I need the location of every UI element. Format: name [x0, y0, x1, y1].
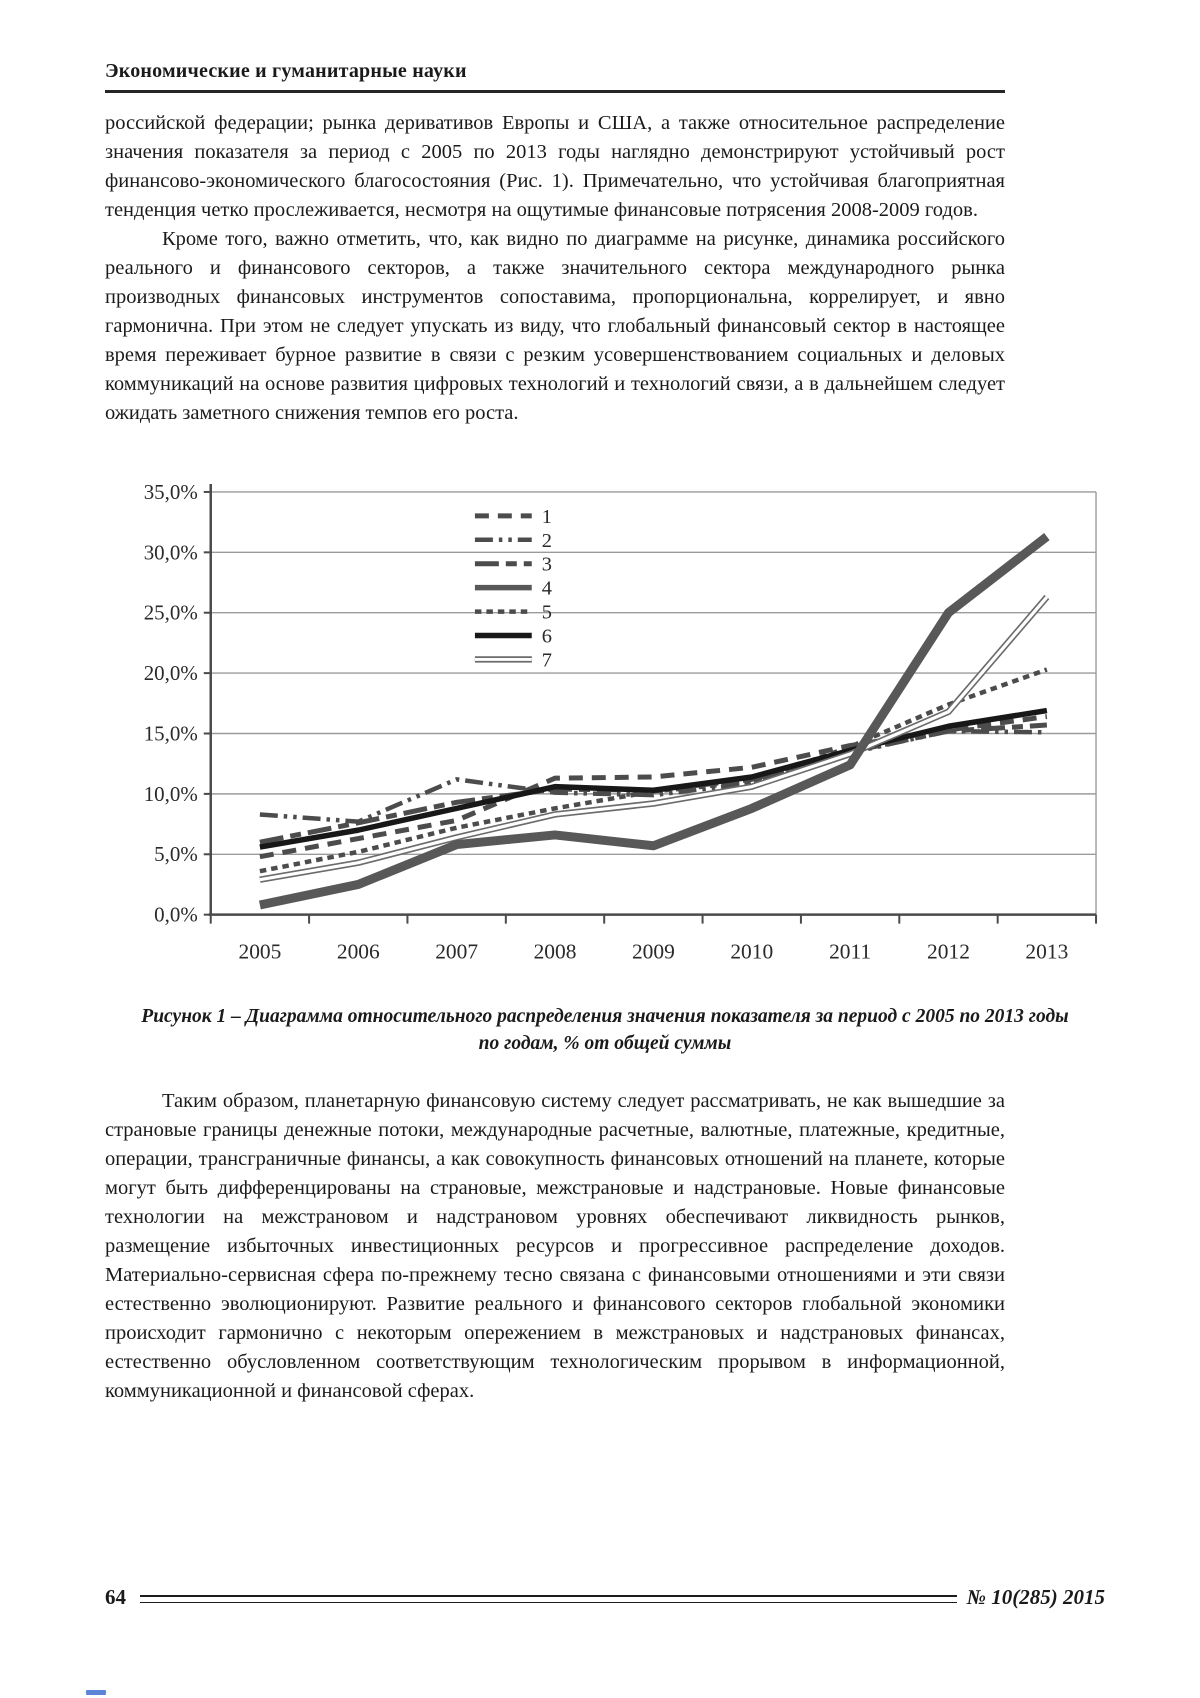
series-7-line-core	[259, 595, 1049, 882]
figure-caption-line1: Рисунок 1 – Диаграмма относительного рас…	[141, 1006, 1069, 1028]
series-2-line	[259, 728, 1047, 824]
x-tick-label: 2006	[337, 940, 380, 964]
figure-caption-line2: по годам, % от общей суммы	[478, 1033, 732, 1055]
figure-1-caption: Рисунок 1 – Диаграмма относительного рас…	[125, 1003, 1085, 1057]
paragraph-1: российской федерации; рынка деривативов …	[105, 112, 1005, 221]
y-tick-label: 0,0%	[154, 903, 198, 927]
x-tick-label: 2005	[238, 940, 281, 964]
legend-label-1: 1	[542, 506, 552, 528]
paragraph-2: Кроме того, важно отметить, что, как вид…	[105, 228, 1005, 424]
x-tick-label: 2011	[829, 940, 871, 964]
y-tick-label: 10,0%	[144, 782, 198, 806]
x-tick-label: 2009	[632, 940, 675, 964]
page-number: 64	[105, 1585, 126, 1609]
x-tick-label: 2013	[1025, 940, 1068, 964]
x-tick-label: 2007	[435, 940, 478, 964]
x-tick-label: 2008	[534, 940, 577, 964]
journal-issue: № 10(285) 2015	[966, 1585, 1105, 1609]
legend-label-3: 3	[542, 554, 552, 576]
line-chart-svg: 0,0% 5,0% 10,0% 15,0% 20,0% 25,0% 30,0% 35,0% 20…	[144, 480, 1098, 964]
x-tick-label: 2012	[927, 940, 970, 964]
scan-artifact-mark	[86, 1690, 106, 1695]
legend-label-6: 6	[542, 625, 552, 647]
legend-label-7: 7	[542, 649, 552, 671]
figure-1-line-chart: 0,0% 5,0% 10,0% 15,0% 20,0% 25,0% 30,0% 35,0% 20…	[119, 474, 1111, 977]
legend-label-5: 5	[542, 602, 552, 624]
x-tick-label: 2010	[730, 940, 773, 964]
series-1-line	[259, 714, 1048, 860]
y-tick-label: 15,0%	[144, 721, 198, 745]
legend-label-2: 2	[542, 530, 552, 552]
journal-running-head: Экономические и гуманитарные науки	[105, 60, 1005, 93]
y-tick-label: 25,0%	[144, 601, 198, 625]
y-tick-label: 20,0%	[144, 661, 198, 685]
series-6-line	[259, 707, 1048, 850]
y-tick-label: 30,0%	[144, 540, 198, 564]
y-tick-label: 35,0%	[144, 480, 198, 504]
paragraph-3: Таким образом, планетарную финансовую си…	[105, 1090, 1005, 1403]
legend-label-4: 4	[542, 578, 552, 600]
series-4-line	[258, 533, 1050, 910]
series-5-line	[259, 667, 1048, 874]
y-tick-label: 5,0%	[154, 842, 198, 866]
page-content: Экономические и гуманитарные науки росси…	[105, 60, 1105, 1406]
footer-rule	[140, 1594, 957, 1603]
page-footer: 64 № 10(285) 2015	[105, 1585, 1105, 1610]
